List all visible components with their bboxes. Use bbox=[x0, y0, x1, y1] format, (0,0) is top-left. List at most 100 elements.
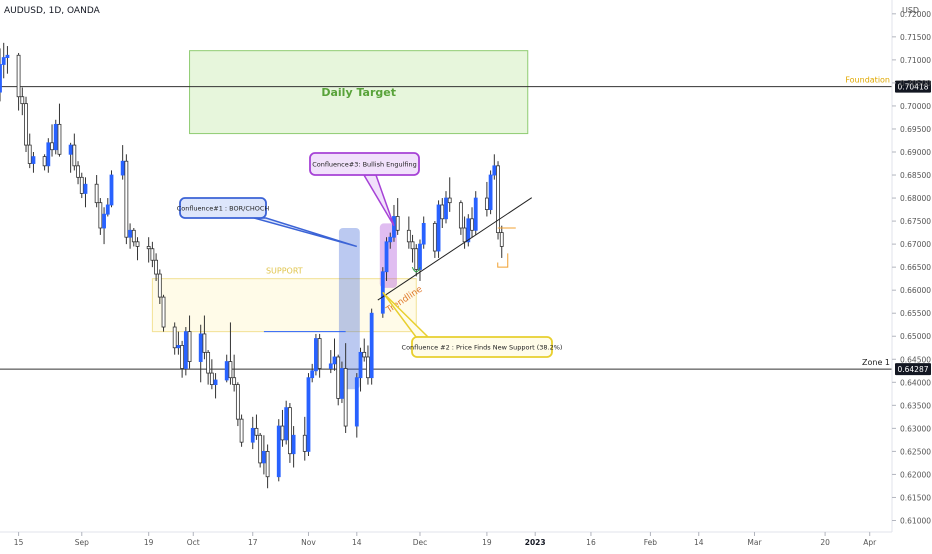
y-tick-label: 0.61500 bbox=[900, 493, 931, 502]
candle bbox=[213, 373, 218, 399]
candle-body bbox=[154, 259, 159, 275]
candle-body bbox=[358, 351, 363, 379]
price-axis[interactable]: 0.72000 0.71500 0.71000 0.70500 0.70000 0.695… bbox=[892, 10, 931, 526]
candle bbox=[209, 359, 214, 390]
x-tick-label: 19 bbox=[482, 538, 492, 547]
candle bbox=[20, 87, 25, 116]
candle bbox=[306, 373, 311, 456]
candle bbox=[183, 327, 188, 376]
candle bbox=[76, 161, 80, 185]
candle bbox=[79, 172, 84, 199]
candle-body bbox=[83, 183, 88, 194]
callout-purple[interactable]: Confluence#3: Bullish Engulfing bbox=[309, 152, 420, 227]
zone1-price-tag bbox=[895, 363, 931, 376]
candle-body bbox=[310, 370, 315, 379]
candle-body bbox=[68, 144, 73, 155]
zone1-label: Zone 1 bbox=[862, 358, 890, 367]
candle bbox=[414, 244, 419, 277]
candle-body bbox=[302, 434, 307, 452]
candle bbox=[102, 207, 106, 245]
candle-body bbox=[444, 197, 448, 220]
candle bbox=[499, 225, 504, 258]
candle-body bbox=[362, 351, 367, 358]
candle bbox=[447, 177, 452, 212]
candle-body bbox=[261, 450, 266, 464]
x-tick-label: Dec bbox=[413, 538, 428, 547]
candle bbox=[128, 223, 132, 249]
candle bbox=[395, 198, 400, 235]
candle-body bbox=[24, 103, 28, 146]
callout-blue[interactable]: Confluence#1 : BOR/CHOCH bbox=[177, 197, 358, 248]
candle-body bbox=[280, 425, 285, 441]
candle bbox=[53, 119, 58, 155]
candle-body bbox=[466, 218, 471, 243]
candle-body bbox=[5, 54, 10, 58]
candle bbox=[432, 221, 437, 258]
x-tick-label: Feb bbox=[644, 538, 658, 547]
candle-body bbox=[436, 204, 441, 252]
candle-body bbox=[206, 351, 211, 374]
candle bbox=[202, 315, 207, 360]
x-tick-label: 14 bbox=[352, 538, 362, 547]
zones-layer: Daily Target SUPPORT bbox=[151, 50, 529, 333]
candle-body bbox=[447, 197, 452, 204]
candle bbox=[176, 331, 181, 355]
candle bbox=[180, 340, 185, 378]
candle-body bbox=[291, 434, 296, 455]
candle-body bbox=[187, 331, 192, 362]
candle bbox=[384, 237, 389, 281]
callout-yellow[interactable]: Confluence #2 : Price Finds New Support … bbox=[382, 291, 563, 358]
y-tick-label: 0.69500 bbox=[900, 125, 931, 134]
x-tick-label: 19 bbox=[144, 538, 154, 547]
candle bbox=[232, 354, 237, 392]
candle bbox=[358, 347, 363, 392]
candle bbox=[68, 142, 73, 173]
candle-body bbox=[102, 213, 106, 229]
candle bbox=[265, 444, 270, 489]
currency-label: USD bbox=[902, 6, 919, 15]
support-zone bbox=[151, 278, 417, 333]
candle bbox=[254, 414, 259, 440]
x-tick-label: 17 bbox=[248, 538, 258, 547]
candle bbox=[488, 170, 493, 215]
candle-body bbox=[366, 356, 370, 379]
y-tick-label: 0.65000 bbox=[900, 332, 931, 341]
candle-body bbox=[213, 379, 218, 386]
candle-body bbox=[418, 243, 422, 270]
candle-body bbox=[131, 229, 136, 243]
x-tick-label: Sep bbox=[75, 538, 89, 547]
candle-body bbox=[392, 216, 396, 238]
candle bbox=[492, 154, 497, 180]
candle bbox=[24, 96, 28, 152]
candle bbox=[291, 426, 296, 468]
candle-body bbox=[488, 174, 493, 210]
candle-body bbox=[276, 425, 281, 478]
candle-body bbox=[414, 248, 419, 270]
candle-body bbox=[202, 333, 207, 353]
candle-body bbox=[354, 377, 359, 427]
callout-box bbox=[411, 336, 553, 358]
y-tick-label: 0.69000 bbox=[900, 148, 931, 157]
y-tick-label: 0.70500 bbox=[900, 79, 931, 88]
candle bbox=[50, 124, 54, 157]
y-tick-label: 0.61000 bbox=[900, 516, 931, 525]
candle bbox=[154, 253, 159, 281]
candle bbox=[198, 324, 203, 383]
candle-body bbox=[484, 197, 489, 210]
time-axis[interactable]: 15 Sep 19 Oct 17 Nov 14 Dec 19 2023 16 Feb 14 Mar 20 Ap… bbox=[14, 532, 877, 547]
y-tick-label: 0.72000 bbox=[900, 10, 931, 19]
candle bbox=[224, 354, 229, 383]
candle bbox=[328, 350, 333, 374]
candle-body bbox=[50, 142, 54, 151]
candle-body bbox=[76, 165, 80, 178]
candle-body bbox=[16, 54, 21, 98]
x-tick-label: Oct bbox=[187, 538, 200, 547]
candle bbox=[94, 175, 99, 208]
y-tick-label: 0.62500 bbox=[900, 447, 931, 456]
candle bbox=[466, 214, 471, 247]
y-tick-label: 0.64000 bbox=[900, 378, 931, 387]
candle bbox=[496, 161, 500, 240]
candle-body bbox=[388, 236, 393, 243]
candle bbox=[388, 232, 393, 249]
y-tick-label: 0.67000 bbox=[900, 240, 931, 249]
